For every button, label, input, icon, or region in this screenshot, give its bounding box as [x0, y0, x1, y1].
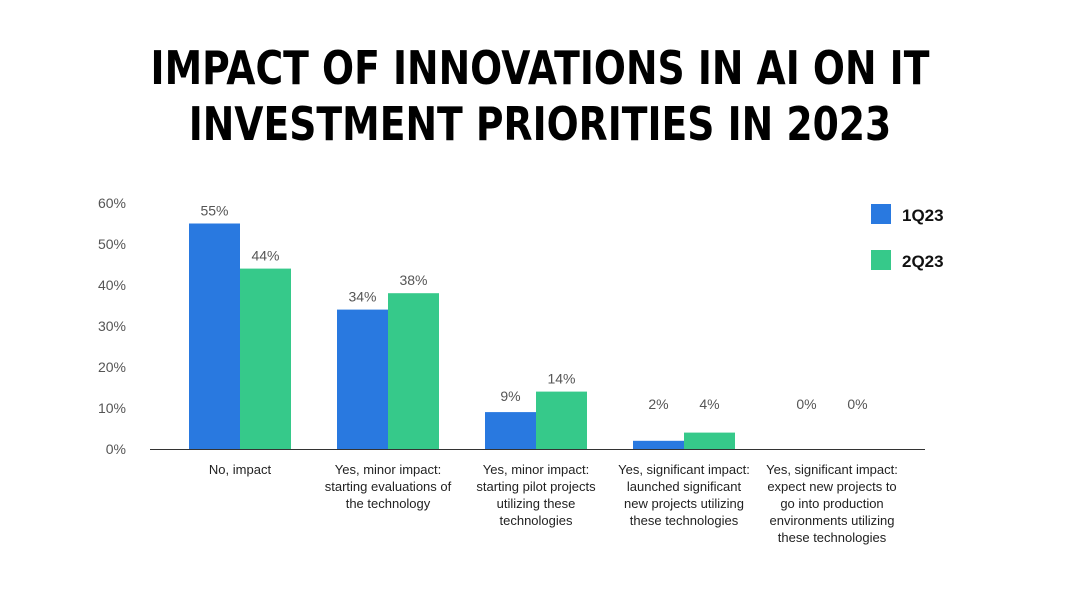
- bar-1q23-2: [485, 412, 536, 449]
- category-label-2-line-0: Yes, minor impact:: [483, 462, 589, 477]
- chart-title-line-1: IMPACT OF INNOVATIONS IN AI ON IT: [150, 41, 930, 95]
- data-label-1q23-2: 9%: [500, 388, 520, 404]
- category-label-1-line-0: Yes, minor impact:: [335, 462, 441, 477]
- bar-1q23-3: [633, 440, 684, 449]
- y-tick-label-20: 20%: [98, 359, 126, 375]
- bar-2q23-2: [536, 391, 587, 449]
- category-label-4-line-1: expect new projects to: [767, 479, 896, 494]
- category-label-4-line-3: environments utilizing: [769, 513, 894, 528]
- data-label-1q23-3: 2%: [648, 396, 668, 412]
- category-label-3-line-0: Yes, significant impact:: [618, 462, 750, 477]
- legend-swatch-1q23: [871, 204, 891, 224]
- chart-title-line-2: INVESTMENT PRIORITIES IN 2023: [188, 97, 892, 151]
- category-label-1-line-1: starting evaluations of: [325, 479, 452, 494]
- data-label-2q23-4: 0%: [847, 396, 867, 412]
- data-label-1q23-1: 34%: [348, 289, 376, 305]
- y-tick-label-40: 40%: [98, 277, 126, 293]
- category-label-2-line-3: technologies: [500, 513, 573, 528]
- category-label-2-line-1: starting pilot projects: [476, 479, 596, 494]
- category-label-1-line-2: the technology: [346, 496, 431, 511]
- category-label-4-line-2: go into production: [780, 496, 883, 511]
- category-label-0-line-0: No, impact: [209, 462, 272, 477]
- bar-2q23-3: [684, 432, 735, 449]
- category-label-3-line-2: new projects utilizing: [624, 496, 744, 511]
- legend-swatch-2q23: [871, 250, 891, 270]
- bar-2q23-1: [388, 293, 439, 449]
- y-tick-label-10: 10%: [98, 400, 126, 416]
- data-label-2q23-0: 44%: [251, 248, 279, 264]
- y-tick-label-0: 0%: [106, 441, 126, 457]
- bar-2q23-0: [240, 268, 291, 449]
- data-label-1q23-0: 55%: [200, 203, 228, 219]
- chart-title: IMPACT OF INNOVATIONS IN AI ON IT INVEST…: [97, 40, 983, 152]
- legend-label-1q23: 1Q23: [902, 206, 944, 225]
- bar-1q23-1: [337, 309, 388, 449]
- data-label-2q23-1: 38%: [399, 272, 427, 288]
- y-tick-label-60: 60%: [98, 195, 126, 211]
- data-label-2q23-3: 4%: [699, 396, 719, 412]
- category-label-2-line-2: utilizing these: [497, 496, 576, 511]
- data-label-1q23-4: 0%: [796, 396, 816, 412]
- legend-label-2q23: 2Q23: [902, 252, 944, 271]
- category-label-3-line-3: these technologies: [630, 513, 739, 528]
- bar-1q23-0: [189, 223, 240, 449]
- data-label-2q23-2: 14%: [547, 371, 575, 387]
- y-tick-label-50: 50%: [98, 236, 126, 252]
- y-tick-label-30: 30%: [98, 318, 126, 334]
- category-label-4-line-0: Yes, significant impact:: [766, 462, 898, 477]
- category-label-4-line-4: these technologies: [778, 530, 887, 545]
- category-label-3-line-1: launched significant: [627, 479, 742, 494]
